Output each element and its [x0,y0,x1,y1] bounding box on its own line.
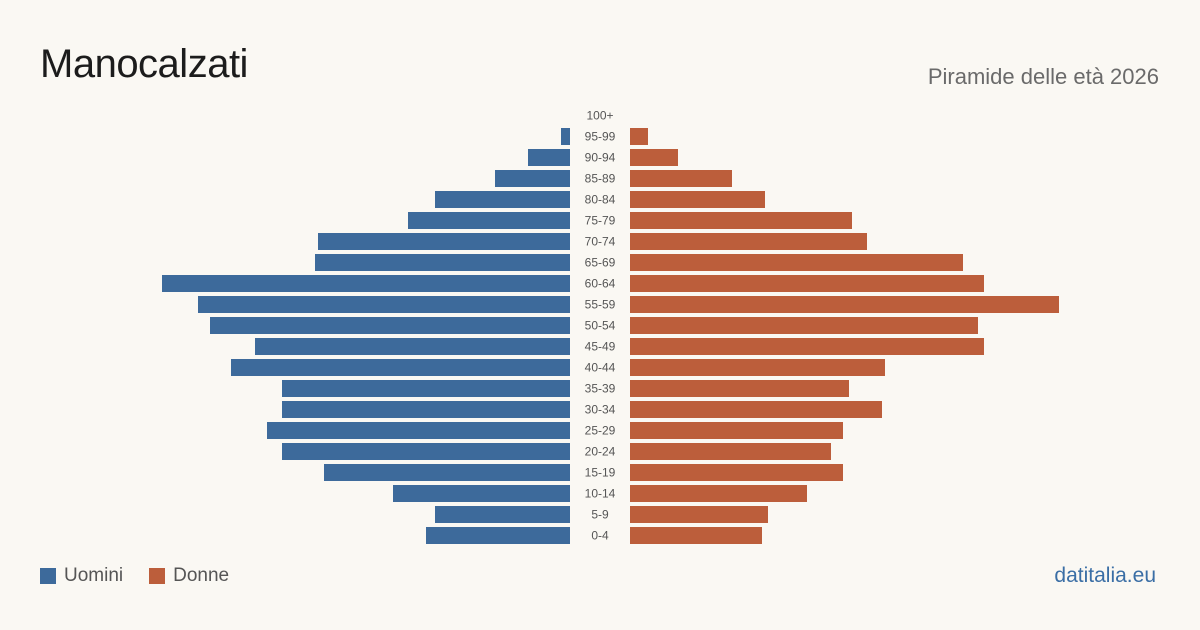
age-label-70-74: 70-74 [585,235,616,249]
age-label-85-89: 85-89 [585,172,616,186]
bar-men-85-89 [495,170,570,187]
bar-women-10-14 [630,485,807,502]
bar-men-15-19 [324,464,570,481]
bar-women-75-79 [630,212,852,229]
age-label-20-24: 20-24 [585,445,616,459]
age-label-15-19: 15-19 [585,466,616,480]
bar-men-20-24 [282,443,570,460]
bar-women-55-59 [630,296,1059,313]
bar-men-80-84 [435,191,570,208]
bar-men-95-99 [561,128,570,145]
bar-women-60-64 [630,275,984,292]
bar-women-85-89 [630,170,732,187]
age-label-65-69: 65-69 [585,256,616,270]
bar-men-65-69 [315,254,570,271]
bar-women-15-19 [630,464,843,481]
age-label-45-49: 45-49 [585,340,616,354]
age-label-40-44: 40-44 [585,361,616,375]
bar-women-80-84 [630,191,765,208]
age-label-80-84: 80-84 [585,193,616,207]
age-label-25-29: 25-29 [585,424,616,438]
bar-men-35-39 [282,380,570,397]
bar-women-40-44 [630,359,885,376]
bar-men-45-49 [255,338,570,355]
legend-label-women: Donne [173,565,230,586]
age-label-35-39: 35-39 [585,382,616,396]
chart-subtitle: Piramide delle età 2026 [927,64,1159,89]
bar-men-5-9 [435,506,570,523]
legend-swatch-men [40,568,56,584]
bar-men-10-14 [393,485,570,502]
bar-women-95-99 [630,128,648,145]
bar-men-40-44 [231,359,570,376]
age-label-95-99: 95-99 [585,130,616,144]
bar-women-70-74 [630,233,867,250]
age-label-100plus: 100+ [586,109,613,123]
age-label-50-54: 50-54 [585,319,616,333]
bar-women-90-94 [630,149,678,166]
bar-men-60-64 [162,275,570,292]
bar-women-30-34 [630,401,882,418]
age-label-75-79: 75-79 [585,214,616,228]
age-label-30-34: 30-34 [585,403,616,417]
legend: Uomini Donne [40,565,255,587]
bar-men-55-59 [198,296,570,313]
bar-women-65-69 [630,254,963,271]
bar-men-0-4 [426,527,570,544]
bar-men-75-79 [408,212,570,229]
bar-women-45-49 [630,338,984,355]
age-label-10-14: 10-14 [585,487,616,501]
bar-men-70-74 [318,233,570,250]
chart-title: Manocalzati [40,42,248,86]
age-label-60-64: 60-64 [585,277,616,291]
legend-item-men: Uomini [40,565,123,587]
age-label-55-59: 55-59 [585,298,616,312]
legend-swatch-women [149,568,166,584]
bar-men-30-34 [282,401,570,418]
legend-item-women: Donne [149,565,229,587]
brand-link[interactable]: datitalia.eu [1054,564,1156,587]
legend-label-men: Uomini [64,565,124,586]
bar-women-25-29 [630,422,843,439]
bar-women-20-24 [630,443,831,460]
bar-women-35-39 [630,380,849,397]
bar-women-0-4 [630,527,762,544]
bar-men-90-94 [528,149,570,166]
age-label-90-94: 90-94 [585,151,616,165]
bar-women-5-9 [630,506,768,523]
age-label-0-4: 0-4 [591,529,609,543]
bar-men-25-29 [267,422,570,439]
bar-men-50-54 [210,317,570,334]
age-label-5-9: 5-9 [591,508,609,522]
bar-women-50-54 [630,317,978,334]
